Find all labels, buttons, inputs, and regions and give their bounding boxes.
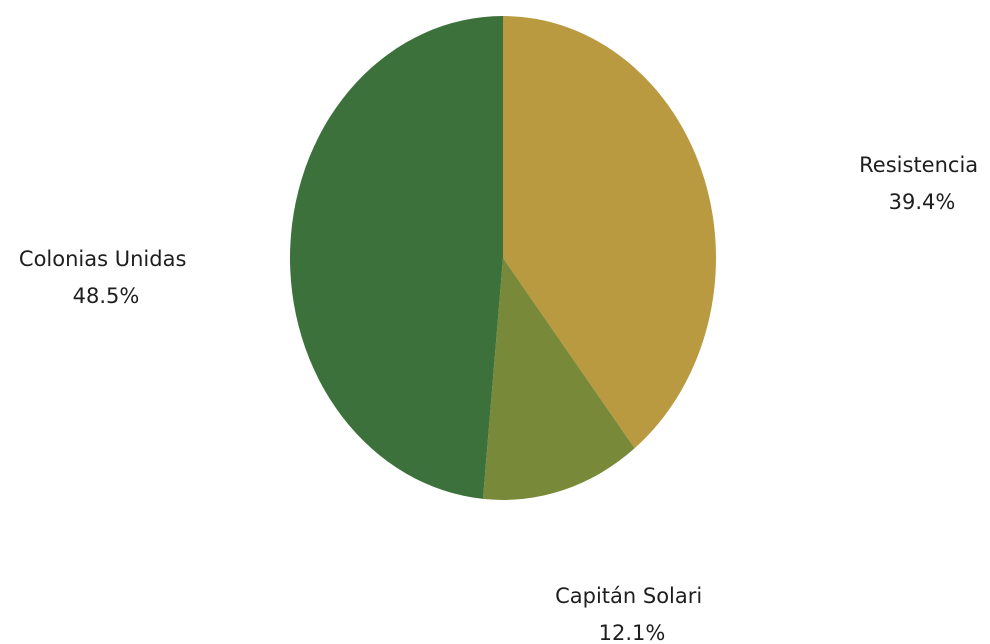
slice-name-resistencia: Resistencia bbox=[859, 153, 978, 177]
slice-label-colonias-unidas: Colonias Unidas 48.5% bbox=[19, 247, 193, 308]
slice-name-colonias-unidas: Colonias Unidas bbox=[19, 247, 186, 271]
pie-slice-colonias-unidas bbox=[290, 16, 503, 499]
pie-slice-resistencia bbox=[503, 16, 716, 449]
slice-label-capitan-solari: Capitán Solari 12.1% bbox=[555, 584, 709, 644]
slice-value-capitan-solari: 12.1% bbox=[599, 621, 666, 644]
slice-name-capitan-solari: Capitán Solari bbox=[555, 584, 702, 608]
pie-slices bbox=[290, 16, 716, 501]
slice-label-resistencia: Resistencia 39.4% bbox=[859, 153, 985, 214]
slice-value-resistencia: 39.4% bbox=[889, 190, 956, 214]
slice-value-colonias-unidas: 48.5% bbox=[73, 284, 140, 308]
pie-slice-capitan-solari bbox=[482, 258, 635, 501]
